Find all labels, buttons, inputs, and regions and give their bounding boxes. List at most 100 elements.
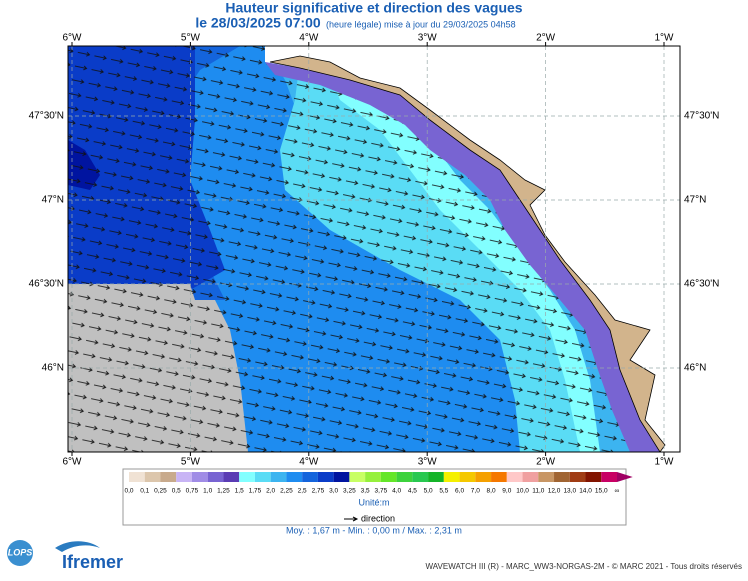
latitude-label: 46°30'N — [684, 279, 719, 290]
legend-label: 3,75 — [375, 488, 388, 495]
legend-label: 12,0 — [548, 488, 561, 495]
lops-text: LOPS — [8, 547, 33, 557]
longitude-label: 1°W — [655, 457, 675, 468]
legend-swatch — [443, 472, 460, 482]
legend-label: 0,75 — [186, 488, 199, 495]
longitude-label: 6°W — [63, 33, 83, 44]
legend-swatch — [396, 472, 413, 482]
legend-label: 0,5 — [172, 488, 181, 495]
legend-swatch — [554, 472, 570, 482]
longitude-label: 2°W — [536, 33, 556, 44]
legend-label: 13,0 — [563, 488, 576, 495]
legend-label: 2,25 — [280, 488, 293, 495]
longitude-label: 3°W — [418, 457, 438, 468]
legend-label: 1,0 — [203, 488, 212, 495]
longitude-label: 3°W — [418, 33, 438, 44]
legend-swatch — [223, 472, 240, 482]
legend-label: 5,5 — [439, 488, 448, 495]
legend-label: 9,0 — [502, 488, 511, 495]
legend-swatch — [538, 472, 555, 482]
longitude-label: 5°W — [181, 457, 201, 468]
legend-label: 1,25 — [217, 488, 230, 495]
legend-label: 3,5 — [361, 488, 370, 495]
legend-swatch — [569, 472, 586, 482]
legend-swatch — [506, 472, 523, 482]
legend-swatch — [365, 472, 381, 482]
longitude-label: 4°W — [299, 33, 319, 44]
stats: Moy. : 1,67 m - Min. : 0,00 m / Max. : 2… — [286, 525, 462, 535]
legend-swatch — [380, 472, 397, 482]
date-note: (heure légale) mise à jour du 29/03/2025… — [326, 19, 516, 29]
legend-swatch — [176, 472, 192, 482]
legend-swatch — [302, 472, 318, 482]
legend-label: 4,5 — [408, 488, 417, 495]
legend-swatch-end — [617, 472, 633, 482]
latitude-label: 46°N — [684, 363, 706, 374]
legend-label: 3,25 — [343, 488, 356, 495]
legend-swatch — [333, 472, 350, 482]
map-area — [68, 46, 680, 452]
latitude-label: 47°30'N — [684, 111, 719, 122]
legend-swatch — [522, 472, 539, 482]
legend-swatch — [475, 472, 492, 482]
footer: WAVEWATCH III (R) - MARC_WW3-NORGAS-2M -… — [426, 562, 742, 571]
legend-swatch — [129, 472, 145, 482]
coastal-zone — [265, 62, 660, 452]
date: le 28/03/2025 07:00 — [195, 15, 321, 31]
graticule — [68, 46, 680, 452]
legend-swatch — [207, 472, 224, 482]
legend-swatch — [270, 472, 287, 482]
legend-swatch — [160, 472, 177, 482]
legend-swatch — [585, 472, 602, 482]
longitude-label: 5°W — [181, 33, 201, 44]
legend-label: 8,0 — [487, 488, 496, 495]
legend-label: 11,0 — [532, 488, 545, 495]
legend-swatch — [491, 472, 507, 482]
legend-swatch — [428, 472, 444, 482]
legend-label: 2,75 — [312, 488, 325, 495]
latitude-label: 46°N — [42, 363, 64, 374]
land-coast — [269, 55, 666, 452]
legend-direction: direction — [361, 513, 395, 523]
legend-label: 2,5 — [298, 488, 307, 495]
legend-label: 6,0 — [455, 488, 464, 495]
direction-arrow-head — [352, 516, 359, 522]
legend-label: ∞ — [615, 488, 620, 495]
legend-label: 0,25 — [154, 488, 167, 495]
legend-label: 4,0 — [392, 488, 401, 495]
legend-label: 1,5 — [235, 488, 244, 495]
ifremer-text: Ifremer — [62, 552, 123, 572]
legend-swatch — [459, 472, 476, 482]
latitude-label: 47°N — [684, 195, 706, 206]
title: Hauteur significative et direction des v… — [225, 0, 522, 16]
ifremer-logo — [55, 541, 100, 552]
legend-label: 15,0 — [595, 488, 608, 495]
legend-swatch — [191, 472, 208, 482]
land — [265, 46, 680, 452]
legend-swatch — [144, 472, 161, 482]
legend-swatch — [254, 472, 271, 482]
legend-label: 2,0 — [266, 488, 275, 495]
legend-label: 1,75 — [249, 488, 262, 495]
longitude-label: 4°W — [299, 457, 319, 468]
legend-swatch — [412, 472, 429, 482]
legend-label: 7,0 — [471, 488, 480, 495]
latitude-label: 46°30'N — [29, 279, 64, 290]
legend-label: 5,0 — [424, 488, 433, 495]
legend-label: 0,0 — [124, 488, 133, 495]
latitude-label: 47°30'N — [29, 111, 64, 122]
legend-swatch — [239, 472, 255, 482]
latitude-label: 47°N — [42, 195, 64, 206]
legend-label: 0,1 — [140, 488, 149, 495]
legend-swatch — [349, 472, 366, 482]
legend-label: 10,0 — [516, 488, 529, 495]
legend-label: 3,0 — [329, 488, 338, 495]
legend-swatch — [286, 472, 303, 482]
longitude-label: 2°W — [536, 457, 556, 468]
map-frame — [67, 45, 681, 453]
legend-unit: Unité:m — [358, 497, 389, 507]
lops-logo — [7, 540, 33, 566]
longitude-label: 6°W — [63, 457, 83, 468]
